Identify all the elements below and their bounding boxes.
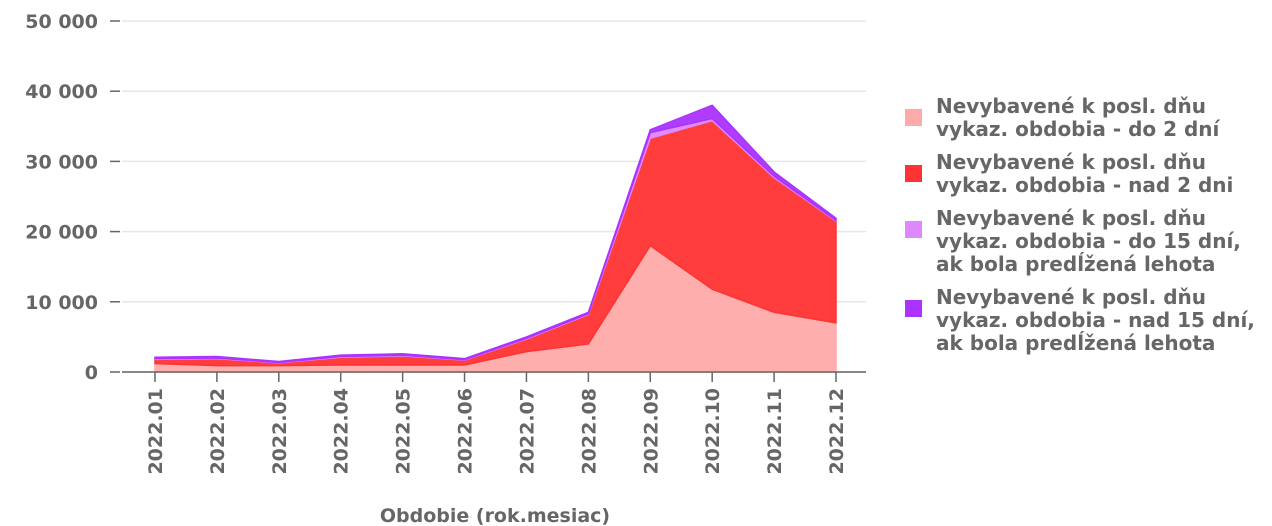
legend-label: Nevybavené k posl. dňu vykaz. obdobia - … xyxy=(936,206,1241,276)
x-tick-label: 2022.01 xyxy=(145,388,167,475)
legend-item: Nevybavené k posl. dňu vykaz. obdobia - … xyxy=(905,151,1260,197)
legend-swatch xyxy=(905,109,922,126)
legend-label: Nevybavené k posl. dňu vykaz. obdobia - … xyxy=(936,150,1234,197)
x-tick-label: 2022.09 xyxy=(640,388,662,475)
y-tick-label: 30 000 xyxy=(25,151,98,173)
x-tick-label: 2022.07 xyxy=(516,388,538,475)
y-tick-label: 20 000 xyxy=(25,222,98,244)
x-tick-label: 2022.03 xyxy=(269,388,291,475)
legend-swatch xyxy=(905,165,922,182)
x-axis-label: Obdobie (rok.mesiac) xyxy=(380,505,610,526)
x-tick-label: 2022.10 xyxy=(702,388,724,475)
legend-label: Nevybavené k posl. dňu vykaz. obdobia - … xyxy=(936,94,1220,141)
legend-swatch xyxy=(905,300,922,317)
legend-item: Nevybavené k posl. dňu vykaz. obdobia - … xyxy=(905,207,1260,276)
area xyxy=(154,104,837,364)
x-tick-label: 2022.11 xyxy=(764,388,786,475)
legend-label: Nevybavené k posl. dňu vykaz. obdobia - … xyxy=(936,285,1255,355)
legend-item: Nevybavené k posl. dňu vykaz. obdobia - … xyxy=(905,95,1260,141)
x-tick-label: 2022.04 xyxy=(331,388,353,475)
y-tick-label: 50 000 xyxy=(25,11,98,33)
legend: Nevybavené k posl. dňu vykaz. obdobia - … xyxy=(905,95,1260,365)
x-tick-label: 2022.06 xyxy=(455,388,477,475)
x-tick-label: 2022.12 xyxy=(826,388,848,475)
y-tick-label: 40 000 xyxy=(25,81,98,103)
x-tick-label: 2022.08 xyxy=(578,388,600,475)
legend-swatch xyxy=(905,221,922,238)
x-tick-label: 2022.02 xyxy=(207,388,229,475)
y-tick-label: 10 000 xyxy=(25,292,98,314)
x-tick-label: 2022.05 xyxy=(393,388,415,475)
y-tick-label: 0 xyxy=(85,362,98,384)
legend-item: Nevybavené k posl. dňu vykaz. obdobia - … xyxy=(905,286,1260,355)
